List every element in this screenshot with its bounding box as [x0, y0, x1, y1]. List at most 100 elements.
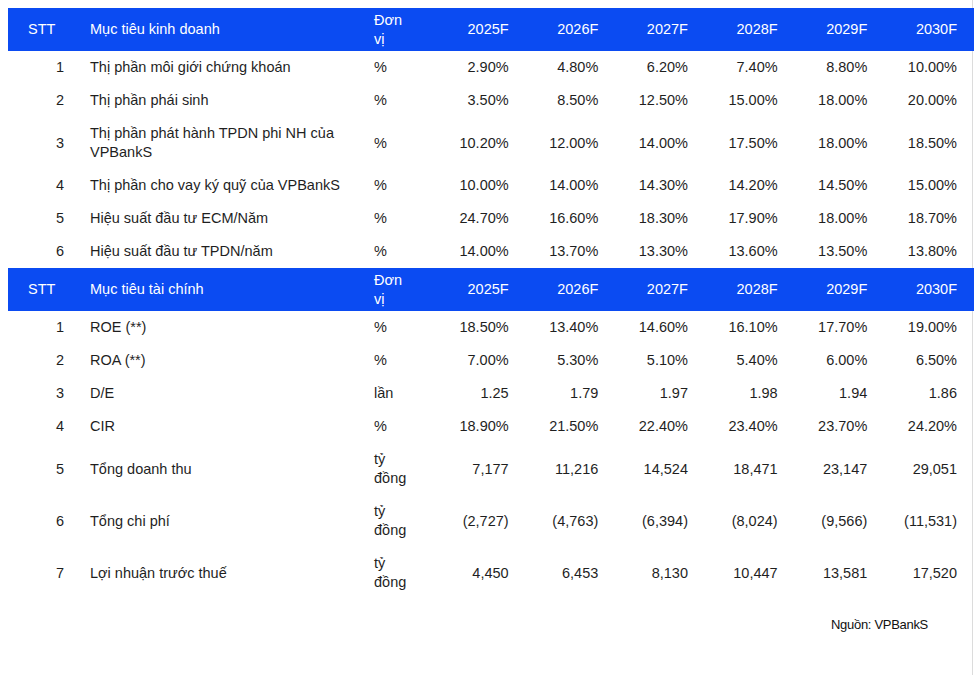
value-cell: 8,130 — [615, 547, 705, 599]
stt-cell: 7 — [8, 547, 72, 599]
table-row: 1ROE (**)%18.50%13.40%14.60%16.10%17.70%… — [8, 311, 974, 344]
unit-cell: tỷ đồng — [368, 495, 436, 547]
unit-cell: % — [368, 84, 436, 117]
value-cell: 3.50% — [436, 84, 526, 117]
value-cell: 15.00% — [705, 84, 795, 117]
value-cell: 16.10% — [705, 311, 795, 344]
value-cell: 6.00% — [795, 344, 885, 377]
value-cell: 10.00% — [884, 51, 974, 84]
table-row: 5Tổng doanh thutỷ đồng7,17711,21614,5241… — [8, 443, 974, 495]
value-cell: 14.00% — [615, 117, 705, 169]
target-cell: ROA (**) — [72, 344, 368, 377]
value-cell: 14.20% — [705, 169, 795, 202]
value-cell: (9,566) — [795, 495, 885, 547]
header-year: 2028F — [705, 8, 795, 51]
table-row: 6Tổng chi phítỷ đồng(2,727)(4,763)(6,394… — [8, 495, 974, 547]
table-row: 1Thị phần môi giới chứng khoán%2.90%4.80… — [8, 51, 974, 84]
value-cell: 23.40% — [705, 410, 795, 443]
stt-cell: 1 — [8, 311, 72, 344]
value-cell: (11,531) — [884, 495, 974, 547]
table-row: 2ROA (**)%7.00%5.30%5.10%5.40%6.00%6.50% — [8, 344, 974, 377]
value-cell: 8.50% — [526, 84, 616, 117]
value-cell: 13.30% — [615, 235, 705, 268]
financial-targets-table: STTMục tiêu tài chínhĐơn vị2025F2026F202… — [8, 268, 974, 599]
value-cell: 6.20% — [615, 51, 705, 84]
value-cell: 12.00% — [526, 117, 616, 169]
value-cell: 18.90% — [436, 410, 526, 443]
value-cell: 14.60% — [615, 311, 705, 344]
header-year: 2030F — [884, 268, 974, 311]
stt-cell: 1 — [8, 51, 72, 84]
unit-cell: lần — [368, 377, 436, 410]
value-cell: 14.00% — [526, 169, 616, 202]
value-cell: 7,177 — [436, 443, 526, 495]
stt-cell: 2 — [8, 344, 72, 377]
table-row: 3Thị phần phát hành TPDN phi NH của VPBa… — [8, 117, 974, 169]
value-cell: 5.30% — [526, 344, 616, 377]
value-cell: 1.98 — [705, 377, 795, 410]
stt-cell: 3 — [8, 117, 72, 169]
unit-cell: tỷ đồng — [368, 443, 436, 495]
target-cell: Thị phần cho vay ký quỹ của VPBankS — [72, 169, 368, 202]
value-cell: 17,520 — [884, 547, 974, 599]
financial-table-header: STTMục tiêu tài chínhĐơn vị2025F2026F202… — [8, 268, 974, 311]
value-cell: 7.00% — [436, 344, 526, 377]
value-cell: 18.50% — [436, 311, 526, 344]
header-stt: STT — [8, 268, 72, 311]
unit-cell: % — [368, 117, 436, 169]
value-cell: 13.80% — [884, 235, 974, 268]
value-cell: 1.97 — [615, 377, 705, 410]
target-cell: Tổng doanh thu — [72, 443, 368, 495]
value-cell: 23.70% — [795, 410, 885, 443]
value-cell: 18.50% — [884, 117, 974, 169]
value-cell: 17.90% — [705, 202, 795, 235]
value-cell: 1.79 — [526, 377, 616, 410]
value-cell: 4.80% — [526, 51, 616, 84]
value-cell: (6,394) — [615, 495, 705, 547]
unit-cell: % — [368, 410, 436, 443]
value-cell: 29,051 — [884, 443, 974, 495]
value-cell: 14,524 — [615, 443, 705, 495]
header-year: 2026F — [526, 8, 616, 51]
value-cell: 1.25 — [436, 377, 526, 410]
table-row: 7Lợi nhuận trước thuếtỷ đồng4,4506,4538,… — [8, 547, 974, 599]
value-cell: 18.30% — [615, 202, 705, 235]
value-cell: 13,581 — [795, 547, 885, 599]
value-cell: 5.10% — [615, 344, 705, 377]
unit-cell: % — [368, 311, 436, 344]
stt-cell: 5 — [8, 202, 72, 235]
value-cell: 24.70% — [436, 202, 526, 235]
stt-cell: 4 — [8, 410, 72, 443]
value-cell: 21.50% — [526, 410, 616, 443]
header-year: 2025F — [436, 268, 526, 311]
value-cell: 20.00% — [884, 84, 974, 117]
header-unit: Đơn vị — [368, 8, 436, 51]
target-cell: Tổng chi phí — [72, 495, 368, 547]
table-row: 4CIR%18.90%21.50%22.40%23.40%23.70%24.20… — [8, 410, 974, 443]
financial-table-body: 1ROE (**)%18.50%13.40%14.60%16.10%17.70%… — [8, 311, 974, 599]
stt-cell: 4 — [8, 169, 72, 202]
value-cell: 19.00% — [884, 311, 974, 344]
value-cell: 10,447 — [705, 547, 795, 599]
header-year: 2029F — [795, 268, 885, 311]
target-cell: Thị phần phát hành TPDN phi NH của VPBan… — [72, 117, 368, 169]
value-cell: 12.50% — [615, 84, 705, 117]
value-cell: (4,763) — [526, 495, 616, 547]
stt-cell: 2 — [8, 84, 72, 117]
table-row: 6Hiệu suất đầu tư TPDN/năm%14.00%13.70%1… — [8, 235, 974, 268]
value-cell: 24.20% — [884, 410, 974, 443]
value-cell: 13.70% — [526, 235, 616, 268]
value-cell: 6,453 — [526, 547, 616, 599]
header-row: STTMục tiêu tài chínhĐơn vị2025F2026F202… — [8, 268, 974, 311]
unit-cell: % — [368, 202, 436, 235]
target-cell: Thị phần môi giới chứng khoán — [72, 51, 368, 84]
header-year: 2027F — [615, 268, 705, 311]
value-cell: 4,450 — [436, 547, 526, 599]
target-cell: ROE (**) — [72, 311, 368, 344]
value-cell: 22.40% — [615, 410, 705, 443]
value-cell: 17.50% — [705, 117, 795, 169]
header-year: 2025F — [436, 8, 526, 51]
table-row: 2Thị phần phái sinh%3.50%8.50%12.50%15.0… — [8, 84, 974, 117]
business-targets-table: STTMục tiêu kinh doanhĐơn vị2025F2026F20… — [8, 8, 974, 268]
header-year: 2027F — [615, 8, 705, 51]
